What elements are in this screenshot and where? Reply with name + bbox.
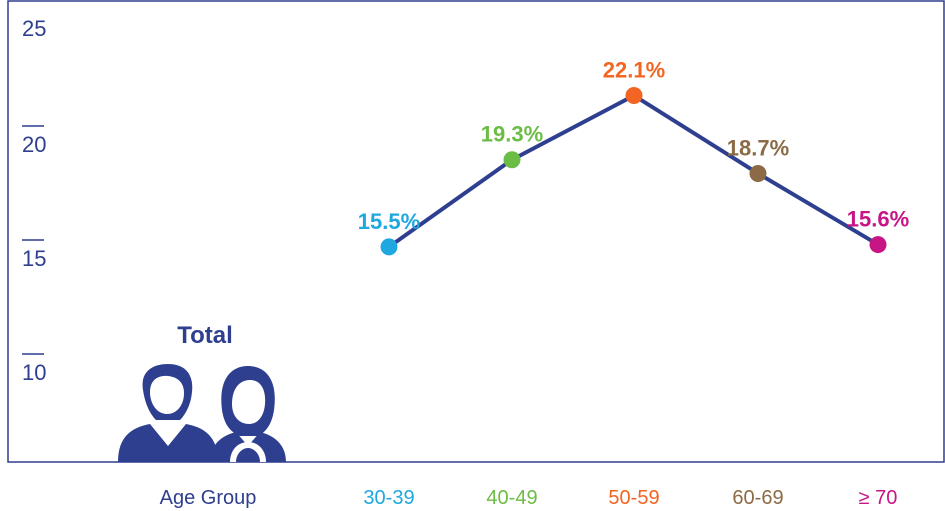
x-axis-categories: 30-39 40-49 50-59 60-69 ≥ 70 xyxy=(363,487,897,509)
x-tick-label: 60-69 xyxy=(732,487,783,509)
data-point xyxy=(749,164,767,182)
data-label: 22.1% xyxy=(603,58,665,83)
data-label: 15.6% xyxy=(847,207,909,232)
x-tick-label: 50-59 xyxy=(608,487,659,509)
data-label: 18.7% xyxy=(727,135,789,160)
data-point xyxy=(869,236,887,254)
x-tick-label: ≥ 70 xyxy=(859,487,898,509)
y-tick-label: 25 xyxy=(22,16,46,41)
x-tick-label: 40-49 xyxy=(486,487,537,509)
y-tick-label: 15 xyxy=(22,246,46,271)
y-tick-label: 10 xyxy=(22,360,46,385)
plot-frame xyxy=(7,0,945,463)
data-point xyxy=(625,87,643,105)
data-label: 19.3% xyxy=(481,122,543,147)
y-tick-label: 20 xyxy=(22,132,46,157)
x-axis-title: Age Group xyxy=(160,487,257,509)
data-points xyxy=(380,87,887,256)
x-tick-label: 30-39 xyxy=(363,487,414,509)
data-labels: 15.5% 19.3% 22.1% 18.7% 15.6% xyxy=(358,58,909,234)
data-label: 15.5% xyxy=(358,209,420,234)
data-point xyxy=(380,238,398,256)
series-line xyxy=(387,93,880,249)
data-point xyxy=(503,151,521,169)
y-axis: 25 20 15 10 xyxy=(22,16,46,385)
male-female-users-icon xyxy=(118,364,286,462)
legend-total-label: Total xyxy=(177,322,233,349)
